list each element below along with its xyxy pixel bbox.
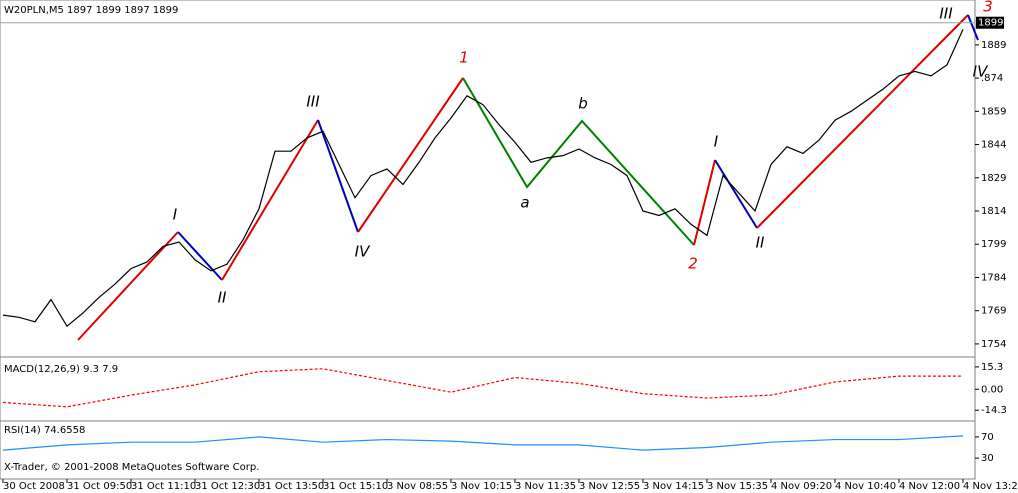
x-tick-label: 3 Nov 08:55 [387,481,448,492]
wave-label: 3 [983,0,993,16]
plot-frame [0,0,976,480]
wave-label: III [306,93,320,111]
rsi-title: RSI(14) 74.6558 [4,425,85,436]
y-tick-label: 70 [981,432,994,443]
price-line [2,368,963,408]
wave-label: 2 [688,255,698,273]
x-tick-label: 4 Nov 12:00 [899,481,960,492]
y-tick-label: 30 [981,453,994,464]
wave-label: I [714,133,719,151]
x-tick-label: 3 Nov 14:15 [643,481,704,492]
x-tick-label: 31 Oct 09:50 [67,481,132,492]
y-tick-label: .874 [981,73,1003,84]
wave-lines [77,14,979,341]
y-tick-label: -14.3 [981,405,1007,416]
y-tick-label: 1754 [981,339,1006,350]
wave-label: II [756,234,765,252]
x-tick-label: 30 Oct 2008 [3,481,65,492]
price-line [2,29,964,328]
x-tick-label: 31 Oct 11:10 [131,481,196,492]
y-tick-label: 1769 [981,306,1006,317]
x-tick-label: 31 Oct 13:50 [259,481,324,492]
bid-label: 1899 [978,18,1003,29]
wave-label: I [173,206,178,224]
y-tick-label: 1889 [981,40,1006,51]
x-tick-label: 4 Nov 09:20 [771,481,832,492]
y-tick-label: 0.00 [981,384,1003,395]
y-tick-label: 1829 [981,173,1006,184]
copyright: X-Trader, © 2001-2008 MetaQuotes Softwar… [4,462,259,473]
y-tick-label: 1844 [981,140,1006,151]
bid-box [976,16,1004,29]
wave-label: III [939,5,953,23]
wave-label: IV [355,243,371,261]
wave-label: II [218,289,227,307]
x-tick-label: 3 Nov 12:55 [579,481,640,492]
wave-label: IV [973,63,989,81]
x-tick-label: 4 Nov 13:20 [963,481,1018,492]
chart-title: W20PLN,M5 1897 1899 1897 1899 [4,5,178,16]
price-line [2,435,964,451]
x-tick-label: 3 Nov 15:35 [707,481,768,492]
y-tick-label: 1814 [981,206,1006,217]
wave-label: b [578,95,588,113]
x-tick-label: 31 Oct 12:30 [195,481,260,492]
wave-label: a [520,194,529,212]
x-tick-label: 4 Nov 10:40 [835,481,896,492]
y-tick-label: 15.3 [981,362,1003,373]
y-tick-label: 1859 [981,106,1006,117]
macd-title: MACD(12,26,9) 9.3 7.9 [4,364,118,375]
x-tick-label: 31 Oct 15:10 [323,481,388,492]
y-tick-label: 1799 [981,239,1006,250]
wave-label: 1 [459,49,469,67]
x-tick-label: 3 Nov 10:15 [451,481,512,492]
y-tick-label: 1784 [981,272,1006,283]
x-tick-label: 3 Nov 11:35 [515,481,576,492]
